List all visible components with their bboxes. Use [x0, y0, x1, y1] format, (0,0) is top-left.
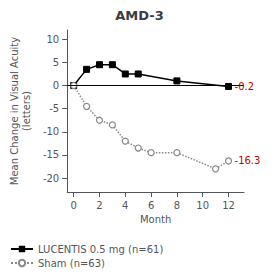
svg-text:(letters): (letters) [21, 91, 32, 131]
svg-text:12: 12 [222, 200, 235, 211]
svg-text:-16.3: -16.3 [235, 155, 261, 166]
svg-text:10: 10 [46, 34, 59, 45]
svg-text:4: 4 [122, 200, 128, 211]
svg-text:-15: -15 [43, 149, 59, 160]
svg-text:0: 0 [53, 80, 59, 91]
svg-text:5: 5 [53, 57, 59, 68]
svg-text:AMD-3: AMD-3 [115, 8, 163, 23]
svg-text:Mean Change in Visual Acuity: Mean Change in Visual Acuity [9, 37, 20, 185]
svg-text:2: 2 [96, 200, 102, 211]
svg-text:-20: -20 [43, 173, 59, 184]
svg-text:Sham (n=63): Sham (n=63) [38, 258, 105, 269]
svg-text:-0.2: -0.2 [235, 81, 255, 92]
svg-text:8: 8 [174, 200, 180, 211]
svg-text:-5: -5 [49, 103, 59, 114]
svg-text:LUCENTIS 0.5 mg (n=61): LUCENTIS 0.5 mg (n=61) [38, 244, 163, 255]
svg-text:-10: -10 [43, 126, 59, 137]
svg-text:6: 6 [148, 200, 154, 211]
svg-text:Month: Month [140, 214, 171, 225]
svg-text:10: 10 [196, 200, 209, 211]
svg-text:0: 0 [70, 200, 76, 211]
